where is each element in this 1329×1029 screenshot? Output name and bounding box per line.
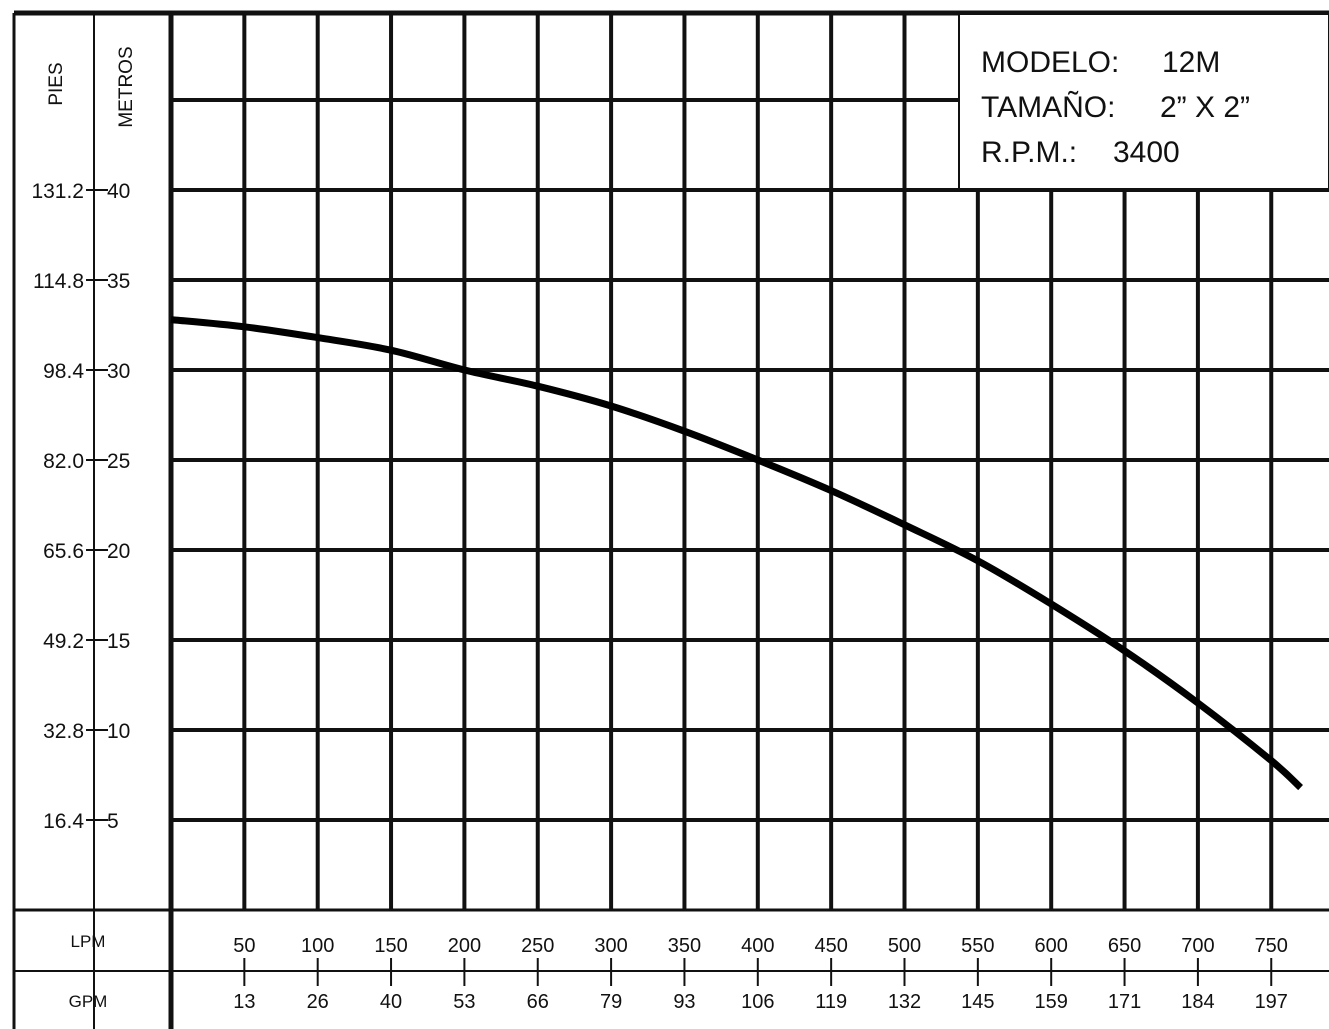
x-tick-label-lpm: 50 [233,935,255,957]
x-tick-label-lpm: 450 [814,935,847,957]
y-tick-label-feet: 98.4 [43,360,84,383]
x-tick-label-gpm: 132 [888,991,921,1013]
x-tick-label-lpm: 550 [961,935,994,957]
pump-performance-curve [170,316,1304,791]
x-tick-label-gpm: 66 [527,991,549,1013]
x-tick-label-lpm: 350 [668,935,701,957]
x-tick-label-lpm: 500 [888,935,921,957]
y-tick-label-feet: 32.8 [43,720,84,743]
x-tick-label-gpm: 197 [1255,991,1288,1013]
curve-layer [170,316,1304,791]
x-tick-label-lpm: 400 [741,935,774,957]
y-axis-label-meters: METROS [116,46,137,127]
size-label: TAMAÑO: [981,90,1115,124]
rpm-label: R.P.M.: [981,136,1077,169]
y-tick-label-meters: 20 [107,540,130,563]
y-tick-label-meters: 10 [107,720,130,743]
y-tick-label-meters: 35 [107,270,130,293]
rpm-value: 3400 [1113,136,1180,169]
x-tick-label-lpm: 250 [521,935,554,957]
x-tick-label-gpm: 145 [961,991,994,1013]
x-tick-label-gpm: 40 [380,991,402,1013]
x-axis-label-gpm: GPM [69,992,108,1011]
x-tick-label-gpm: 26 [307,991,329,1013]
y-tick-label-feet: 65.6 [43,540,84,563]
x-axes: LPM GPM 50 13 100 26 150 40 200 53 250 66 300 79 350… [69,932,1288,1013]
y-tick-label-meters: 5 [107,810,119,833]
x-tick-label-lpm: 150 [374,935,407,957]
x-tick-label-lpm: 700 [1181,935,1214,957]
y-axes: PIES METROS 40 131.2 35 114.8 30 98.4 25 82.0 20… [31,46,137,833]
x-tick-label-lpm: 650 [1108,935,1141,957]
y-tick-label-feet: 49.2 [43,630,84,653]
size-value: 2” X 2” [1160,91,1250,124]
y-tick-label-feet: 16.4 [43,810,84,833]
y-tick-label-feet: 82.0 [43,450,84,473]
model-value: 12M [1162,46,1220,79]
x-tick-label-lpm: 100 [301,935,334,957]
x-tick-label-gpm: 13 [233,991,255,1013]
y-tick-label-feet: 114.8 [33,270,84,293]
x-tick-label-lpm: 600 [1035,935,1068,957]
info-box: MODELO: 12M TAMAÑO: 2” X 2” R.P.M.: 3400 [958,13,1329,190]
x-tick-label-gpm: 184 [1181,991,1214,1013]
x-tick-label-lpm: 300 [594,935,627,957]
y-tick-label-meters: 15 [107,630,130,653]
y-tick-label-meters: 25 [107,450,130,473]
x-tick-label-lpm: 200 [448,935,481,957]
model-label: MODELO: [981,46,1119,79]
x-tick-label-gpm: 79 [600,991,622,1013]
x-tick-label-gpm: 159 [1035,991,1068,1013]
x-tick-label-gpm: 171 [1108,991,1141,1013]
y-tick-label-feet: 131.2 [31,180,84,203]
x-axis-label-lpm: LPM [71,932,106,951]
x-tick-label-gpm: 53 [453,991,475,1013]
x-tick-label-gpm: 119 [815,991,847,1013]
x-tick-label-gpm: 106 [741,991,774,1013]
x-tick-label-gpm: 93 [673,991,695,1013]
y-tick-label-meters: 40 [107,180,130,203]
y-axis-label-feet: PIES [46,62,67,105]
info-box-background [958,13,1329,190]
x-tick-label-lpm: 750 [1255,935,1288,957]
y-tick-label-meters: 30 [107,360,130,383]
